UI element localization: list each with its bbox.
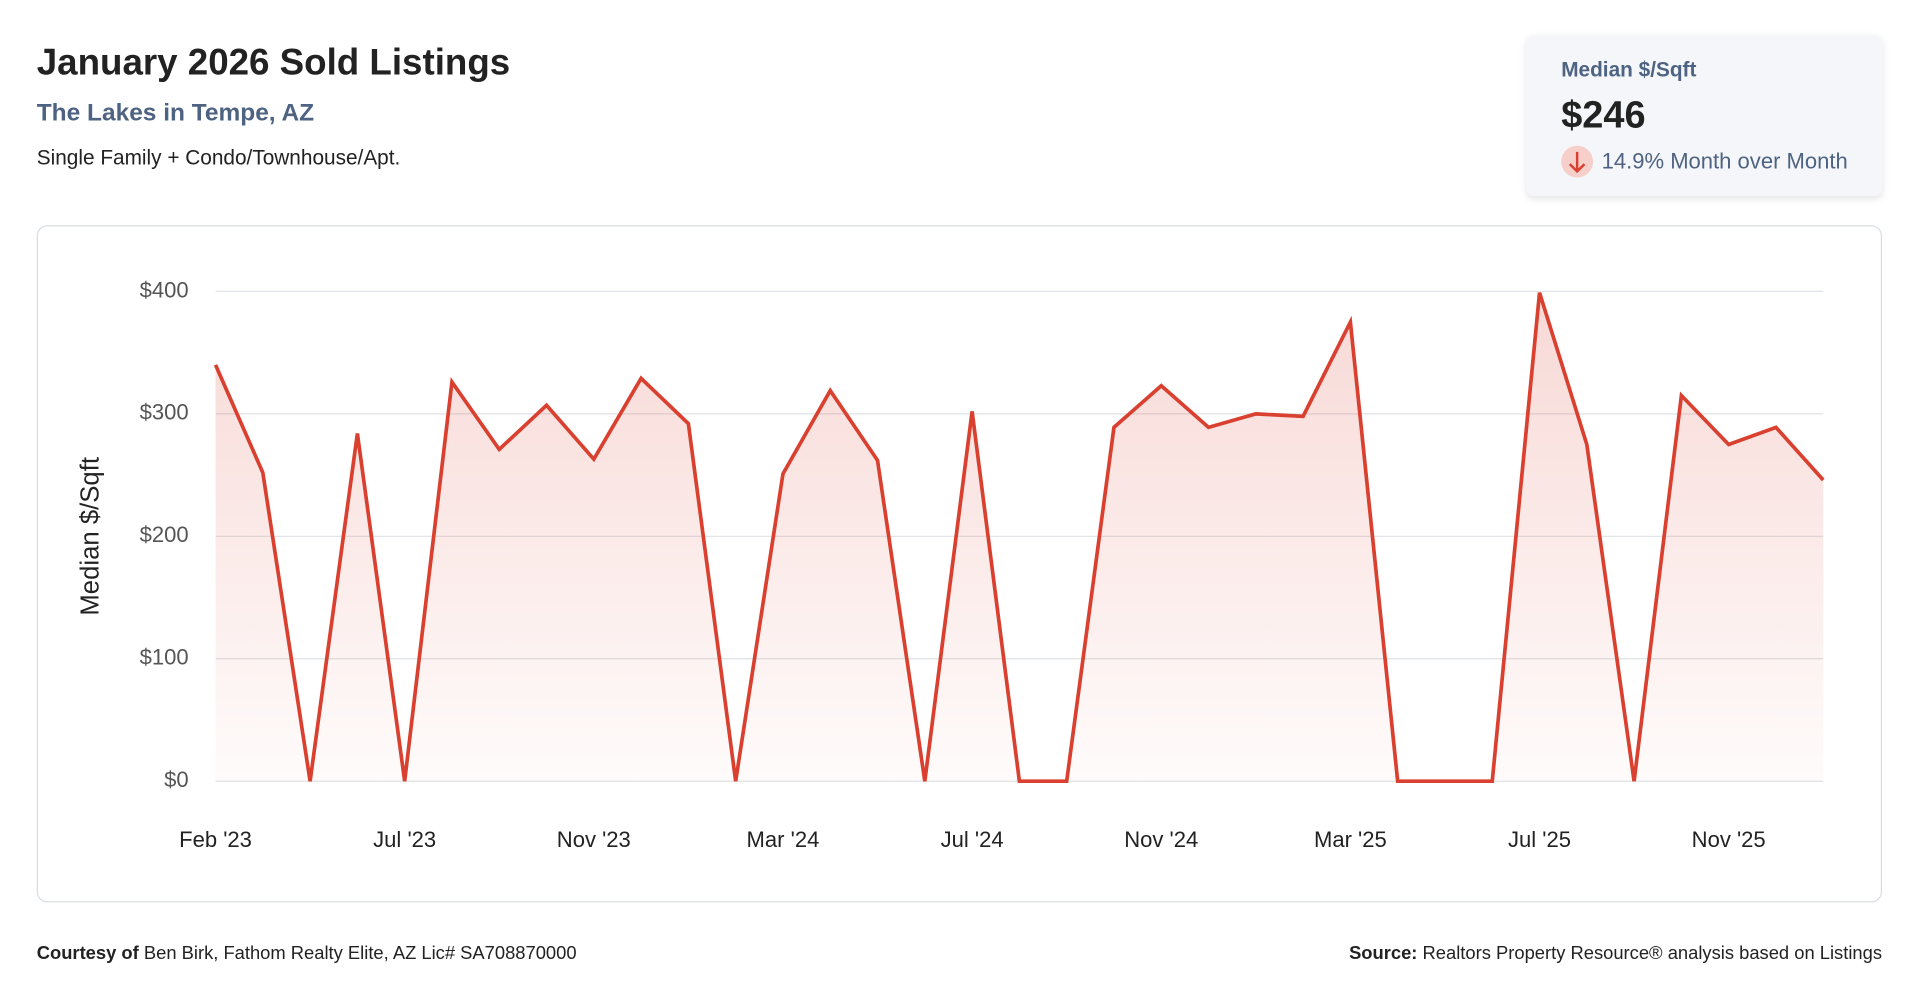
kpi-label: Median $/Sqft bbox=[1561, 59, 1696, 82]
description: Single Family + Condo/Townhouse/Apt. bbox=[37, 147, 401, 170]
kpi-value: $246 bbox=[1561, 95, 1645, 137]
kpi-card bbox=[1526, 35, 1883, 196]
title: January 2026 Sold Listings bbox=[37, 42, 510, 83]
kpi-change: 14.9% Month over Month bbox=[1602, 149, 1848, 174]
y-tick-label: $200 bbox=[140, 522, 189, 547]
x-tick-label: Jul '25 bbox=[1508, 827, 1571, 852]
y-tick-label: $0 bbox=[164, 767, 189, 792]
source-text: Realtors Property Resource® analysis bas… bbox=[1423, 942, 1882, 963]
source: Source: Realtors Property Resource® anal… bbox=[1349, 942, 1882, 963]
y-axis-label: Median $/Sqft bbox=[77, 457, 105, 616]
courtesy-text: Ben Birk, Fathom Realty Elite, AZ Lic# S… bbox=[144, 942, 577, 963]
y-tick-label: $100 bbox=[140, 645, 189, 670]
x-tick-label: Jul '23 bbox=[373, 827, 436, 852]
x-tick-label: Mar '24 bbox=[747, 827, 820, 852]
y-tick-label: $400 bbox=[140, 277, 189, 302]
x-tick-label: Mar '25 bbox=[1314, 827, 1387, 852]
courtesy-label: Courtesy of bbox=[37, 942, 140, 963]
line bbox=[213, 292, 1825, 784]
y-tick-label: $300 bbox=[140, 400, 189, 425]
x-tick-label: Nov '24 bbox=[1124, 827, 1198, 852]
down-arrow bbox=[1568, 151, 1586, 174]
x-tick-label: Nov '23 bbox=[557, 827, 631, 852]
source-label: Source: bbox=[1349, 942, 1417, 963]
x-tick-label: Nov '25 bbox=[1692, 827, 1766, 852]
courtesy: Courtesy of Ben Birk, Fathom Realty Elit… bbox=[37, 942, 577, 963]
subtitle: The Lakes in Tempe, AZ bbox=[37, 99, 314, 126]
x-tick-label: Jul '24 bbox=[941, 827, 1004, 852]
area bbox=[215, 292, 1824, 782]
x-tick-label: Feb '23 bbox=[179, 827, 252, 852]
